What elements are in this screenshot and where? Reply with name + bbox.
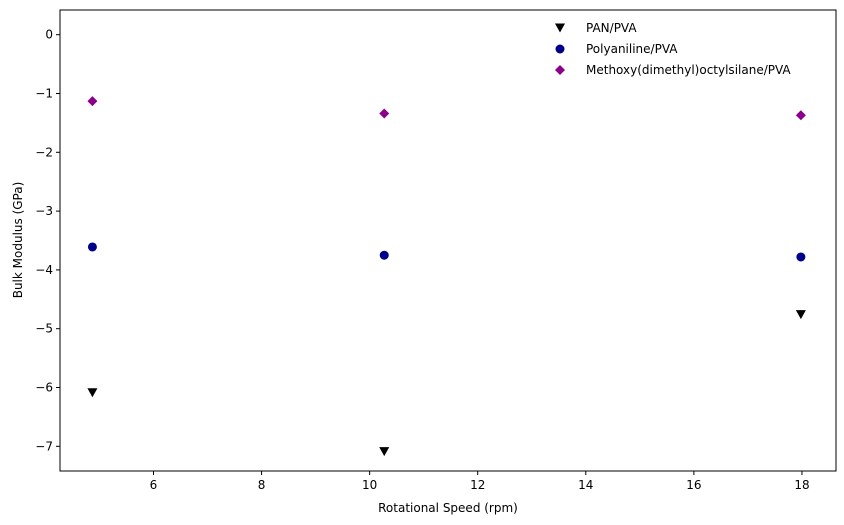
legend-marker [555,44,565,54]
y-tick-label: −7 [35,439,53,453]
y-tick-label: −1 [35,86,53,100]
legend-label: Polyaniline/PVA [586,42,678,56]
y-tick-label: −3 [35,204,53,218]
data-point [379,447,390,457]
data-point [795,310,806,320]
x-tick-label: 6 [150,478,158,492]
data-points [87,96,806,457]
x-tick-label: 8 [258,478,266,492]
legend-label: Methoxy(dimethyl)octylsilane/PVA [586,63,791,77]
data-point [87,242,97,252]
x-tick-label: 18 [794,478,809,492]
x-axis-ticks: 6 8 10 12 14 16 18 [150,471,810,492]
x-tick-label: 10 [362,478,377,492]
plot-area [59,9,837,472]
y-tick-label: 0 [45,28,53,42]
data-point [87,96,98,107]
data-point [379,108,390,119]
y-tick-label: −6 [35,381,53,395]
x-axis-label: Rotational Speed (rpm) [378,501,518,515]
y-tick-label: −2 [35,145,53,159]
y-tick-label: −5 [35,322,53,336]
y-axis-label: Bulk Modulus (GPa) [11,182,25,299]
legend-label: PAN/PVA [586,21,637,35]
data-point [795,110,806,121]
data-point [87,388,98,398]
y-axis-ticks: 0 −1 −2 −3 −4 −5 −6 −7 [35,28,60,453]
legend-marker [555,23,565,33]
x-tick-label: 14 [578,478,593,492]
x-tick-label: 12 [470,478,485,492]
legend: PAN/PVA Polyaniline/PVA Methoxy(dimethyl)o… [555,21,791,77]
data-point [796,252,806,262]
data-point [379,250,389,260]
y-tick-label: −4 [35,263,53,277]
x-tick-label: 16 [686,478,701,492]
legend-marker [555,65,565,75]
